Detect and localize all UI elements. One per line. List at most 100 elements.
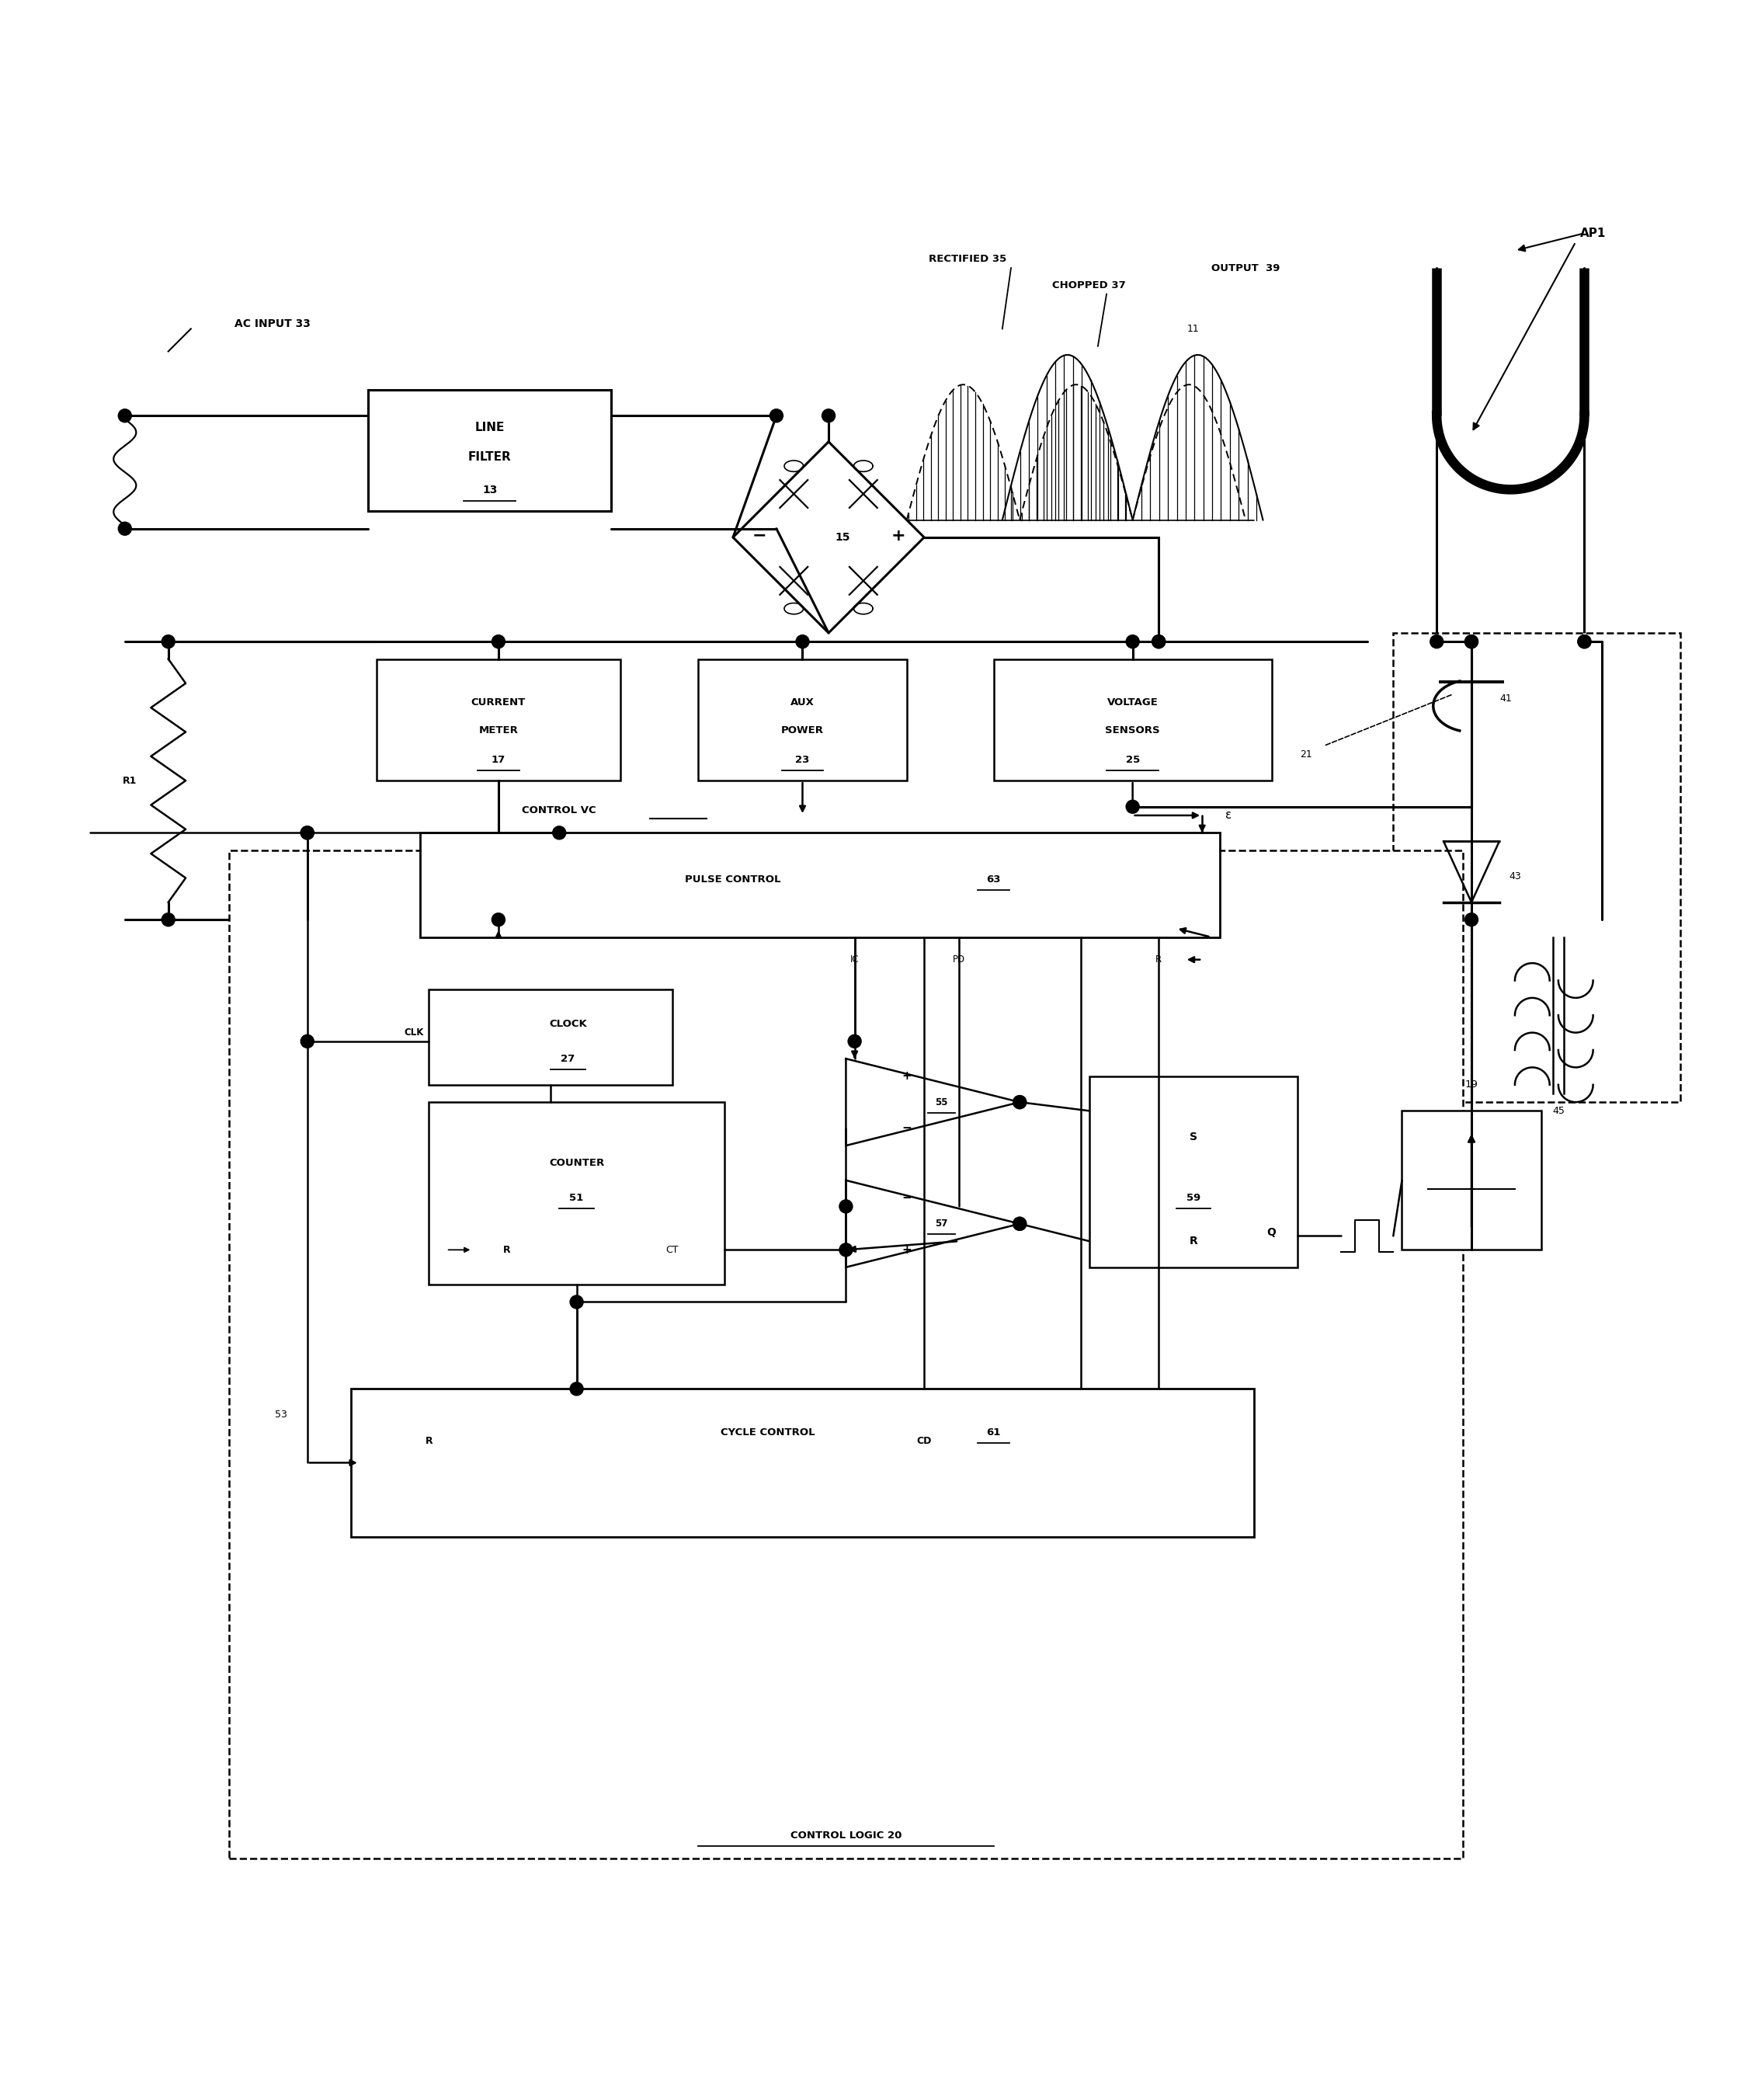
Bar <box>368 391 612 510</box>
Text: 55: 55 <box>935 1096 949 1107</box>
Text: 13: 13 <box>483 485 497 496</box>
Bar <box>351 1388 1254 1537</box>
Text: 57: 57 <box>935 1218 947 1228</box>
Circle shape <box>1153 634 1165 649</box>
Text: FILTER: FILTER <box>467 452 511 464</box>
Circle shape <box>1578 634 1591 649</box>
Text: 19: 19 <box>1465 1079 1477 1090</box>
Circle shape <box>1013 1096 1025 1109</box>
Circle shape <box>1465 914 1479 926</box>
Text: 11: 11 <box>1188 323 1200 334</box>
Text: S: S <box>1189 1132 1198 1142</box>
Circle shape <box>162 914 174 926</box>
Text: Q: Q <box>1268 1226 1277 1237</box>
Circle shape <box>1430 634 1444 649</box>
Text: 23: 23 <box>795 754 809 764</box>
Circle shape <box>300 1035 314 1048</box>
Text: CYCLE CONTROL: CYCLE CONTROL <box>720 1428 814 1436</box>
Bar <box>1090 1075 1298 1266</box>
Text: IC: IC <box>849 956 860 964</box>
Text: 15: 15 <box>835 531 849 542</box>
Circle shape <box>1127 800 1139 813</box>
Circle shape <box>300 825 314 840</box>
Text: METER: METER <box>478 724 518 735</box>
Text: CURRENT: CURRENT <box>471 697 525 708</box>
Text: R: R <box>504 1245 511 1256</box>
Text: CLOCK: CLOCK <box>549 1019 588 1029</box>
Bar <box>420 834 1219 937</box>
Text: 27: 27 <box>562 1054 576 1065</box>
Text: 25: 25 <box>1125 754 1141 764</box>
Text: 21: 21 <box>1301 750 1313 760</box>
Text: R: R <box>1189 1235 1198 1247</box>
Circle shape <box>848 1035 862 1048</box>
Text: −: − <box>902 1193 912 1203</box>
Circle shape <box>795 634 809 649</box>
Circle shape <box>162 634 174 649</box>
Text: −: − <box>752 527 766 544</box>
Circle shape <box>821 410 835 422</box>
Text: PULSE CONTROL: PULSE CONTROL <box>685 874 781 884</box>
Circle shape <box>553 825 565 840</box>
Circle shape <box>119 523 131 536</box>
Text: CLK: CLK <box>405 1027 424 1037</box>
Text: OUTPUT  39: OUTPUT 39 <box>1212 262 1280 273</box>
Text: +: + <box>891 527 905 544</box>
Text: RECTIFIED 35: RECTIFIED 35 <box>928 254 1006 265</box>
Text: CHOPPED 37: CHOPPED 37 <box>1052 279 1127 290</box>
Text: LINE: LINE <box>474 422 504 435</box>
Text: 63: 63 <box>987 874 1001 884</box>
Circle shape <box>1127 634 1139 649</box>
Circle shape <box>1578 634 1591 649</box>
Circle shape <box>570 1382 582 1396</box>
Circle shape <box>492 634 506 649</box>
Bar <box>1393 632 1679 1103</box>
Text: 53: 53 <box>276 1409 288 1420</box>
Text: 43: 43 <box>1509 871 1521 882</box>
Circle shape <box>1465 634 1479 649</box>
Text: 51: 51 <box>570 1193 584 1203</box>
Circle shape <box>570 1296 582 1308</box>
Text: AUX: AUX <box>790 697 814 708</box>
Text: ε: ε <box>1224 811 1231 821</box>
Bar <box>698 659 907 781</box>
Text: AP1: AP1 <box>1580 227 1606 239</box>
Text: VOLTAGE: VOLTAGE <box>1107 697 1158 708</box>
Circle shape <box>1013 1218 1025 1231</box>
Circle shape <box>1013 1096 1025 1109</box>
Circle shape <box>300 825 314 840</box>
Bar <box>1402 1111 1542 1250</box>
Circle shape <box>839 1199 853 1214</box>
Text: +: + <box>902 1071 912 1082</box>
Text: CONTROL LOGIC 20: CONTROL LOGIC 20 <box>790 1831 902 1840</box>
Circle shape <box>1013 1218 1025 1231</box>
Bar <box>429 1103 724 1285</box>
Text: COUNTER: COUNTER <box>549 1157 603 1168</box>
Text: AC INPUT 33: AC INPUT 33 <box>234 317 310 330</box>
Text: 45: 45 <box>1552 1107 1564 1115</box>
Text: +: + <box>902 1243 912 1256</box>
Circle shape <box>119 410 131 422</box>
Bar <box>377 659 621 781</box>
Bar <box>429 989 671 1086</box>
Text: 59: 59 <box>1186 1193 1200 1203</box>
Bar <box>228 851 1463 1858</box>
Circle shape <box>1153 634 1165 649</box>
Text: 17: 17 <box>492 754 506 764</box>
Text: CD: CD <box>917 1436 931 1447</box>
Text: R: R <box>1156 956 1162 964</box>
Circle shape <box>1465 634 1479 649</box>
Text: CT: CT <box>666 1245 678 1256</box>
Text: R1: R1 <box>122 775 138 785</box>
Circle shape <box>492 914 506 926</box>
Text: 61: 61 <box>987 1428 1001 1436</box>
Bar <box>994 659 1271 781</box>
Text: −: − <box>902 1121 912 1134</box>
Text: POWER: POWER <box>781 724 823 735</box>
Text: SENSORS: SENSORS <box>1106 724 1160 735</box>
Text: PD: PD <box>952 956 964 964</box>
Circle shape <box>839 1243 853 1256</box>
Text: CONTROL VC: CONTROL VC <box>521 804 596 815</box>
Text: R: R <box>426 1436 433 1447</box>
Text: 41: 41 <box>1500 693 1512 704</box>
